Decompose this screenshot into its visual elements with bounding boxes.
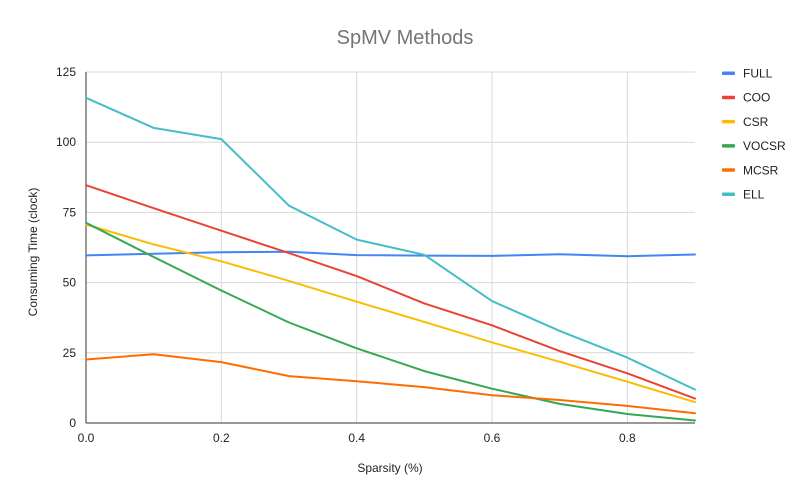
- legend-item-mcsr: MCSR: [722, 163, 779, 177]
- legend-label: FULL: [743, 67, 773, 81]
- x-tick-label: 0.6: [484, 431, 501, 445]
- y-tick-label: 125: [56, 65, 76, 79]
- legend-item-coo: COO: [722, 91, 770, 105]
- x-tick-label: 0.0: [78, 431, 95, 445]
- legend: FULL COO CSR VOCSR MCSR ELL: [722, 67, 786, 202]
- legend-label: MCSR: [743, 163, 779, 177]
- x-tick-label: 0.2: [213, 431, 230, 445]
- y-tick-label: 25: [63, 346, 77, 360]
- x-tick-label: 0.8: [619, 431, 636, 445]
- legend-label: CSR: [743, 115, 769, 129]
- series-line-csr: [85, 223, 696, 404]
- legend-swatch: [722, 192, 735, 196]
- axes: 0 25 50 75 100 125 0.0 0.2 0.4 0.6 0.8: [56, 65, 695, 445]
- legend-item-ell: ELL: [722, 188, 765, 202]
- series-lines: [85, 96, 696, 422]
- legend-label: COO: [743, 91, 770, 105]
- grid-lines: [86, 71, 695, 423]
- legend-label: VOCSR: [743, 139, 786, 153]
- legend-item-full: FULL: [722, 67, 773, 81]
- x-tick-label: 0.4: [348, 431, 365, 445]
- chart-title: SpMV Methods: [337, 27, 474, 49]
- legend-item-csr: CSR: [722, 115, 769, 129]
- legend-item-vocsr: VOCSR: [722, 139, 786, 153]
- legend-swatch: [722, 168, 735, 172]
- legend-swatch: [722, 144, 735, 148]
- series-line-vocsr: [85, 221, 696, 422]
- y-axis-label: Consuming Time (clock): [26, 188, 40, 317]
- legend-label: ELL: [743, 188, 765, 202]
- series-line-mcsr: [85, 353, 696, 415]
- series-line-coo: [85, 184, 696, 400]
- y-tick-label: 100: [56, 135, 76, 149]
- x-axis-label: Sparsity (%): [357, 461, 422, 475]
- legend-swatch: [722, 95, 735, 100]
- y-tick-label: 0: [69, 416, 76, 430]
- legend-swatch: [722, 119, 735, 124]
- legend-swatch: [722, 71, 735, 75]
- series-line-full: [85, 250, 696, 258]
- series-line-ell: [85, 96, 696, 391]
- y-tick-label: 75: [63, 205, 77, 219]
- y-tick-label: 50: [63, 276, 77, 290]
